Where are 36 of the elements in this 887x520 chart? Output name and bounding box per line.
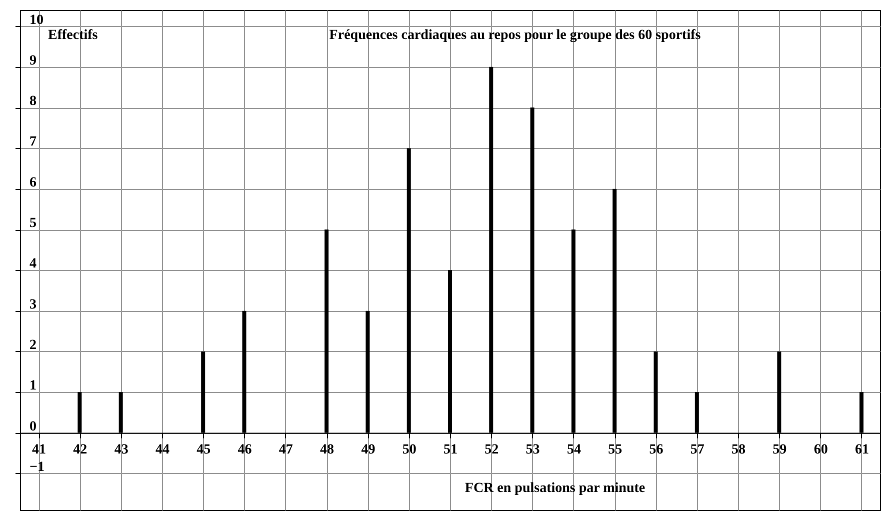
x-tick-label: 41	[32, 442, 46, 458]
y-tick-label: 5	[30, 216, 36, 232]
y-tick-label: 8	[30, 94, 36, 110]
x-tick-label: 52	[484, 442, 499, 458]
x-tick-label: 42	[73, 442, 88, 458]
y-tick-label: 7	[30, 134, 36, 150]
x-tick-label: 47	[278, 442, 293, 458]
y-tick-label: 10	[30, 12, 44, 28]
x-tick-label: 56	[649, 442, 664, 458]
y-tick-label: 6	[30, 175, 36, 190]
x-axis-title: FCR en pulsations par minute	[464, 481, 646, 496]
x-tick-label: 61	[854, 442, 869, 458]
x-tick-label: 46	[238, 442, 252, 458]
x-tick-label: 51	[444, 442, 458, 458]
y-tick-label: 4	[30, 256, 36, 272]
y-axis-title: Effectifs	[48, 28, 98, 43]
x-tick-label: 58	[732, 442, 746, 458]
y-tick-label: 1	[30, 378, 36, 394]
x-tick-label: 59	[772, 442, 787, 458]
y-tick-label: 3	[30, 297, 36, 312]
y-tick-label: −1	[30, 460, 44, 475]
x-tick-label: 44	[155, 442, 170, 458]
x-tick-label: 57	[690, 442, 704, 458]
x-tick-label: 49	[361, 442, 376, 458]
x-tick-label: 60	[814, 442, 828, 458]
text: Fréquences cardiaques au repos pour le groupe des 60 sportifs	[329, 28, 702, 43]
y-tick-label: 0	[30, 419, 36, 434]
x-tick-label: 54	[566, 442, 581, 458]
x-tick-label: 53	[526, 442, 540, 458]
x-tick-label: 50	[402, 442, 416, 458]
y-tick-label: 2	[30, 338, 36, 353]
y-tick-label: 9	[30, 53, 36, 68]
x-tick-label: 45	[196, 442, 211, 458]
x-tick-label: 48	[320, 442, 334, 458]
x-tick-label: 43	[114, 442, 128, 458]
x-tick-label: 55	[608, 442, 622, 458]
